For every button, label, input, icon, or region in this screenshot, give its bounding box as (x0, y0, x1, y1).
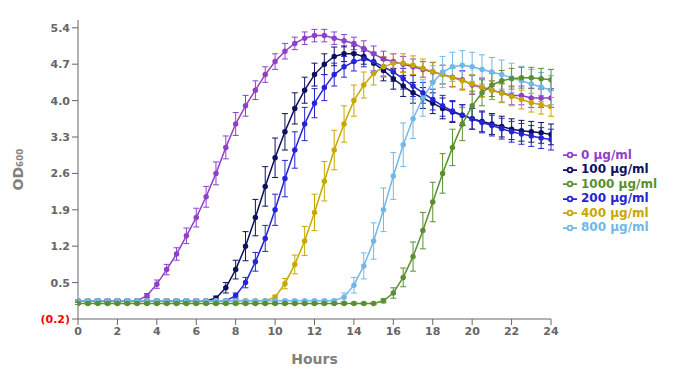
svg-text:10: 10 (267, 325, 283, 338)
svg-text:22: 22 (504, 325, 519, 338)
svg-text:4: 4 (153, 325, 161, 338)
svg-text:Hours: Hours (291, 351, 338, 367)
svg-text:24: 24 (543, 325, 559, 338)
svg-text:(0.2): (0.2) (40, 313, 70, 326)
svg-text:0: 0 (74, 325, 82, 338)
html-text:100 μg/ml: 100 μg/ml (581, 162, 649, 176)
svg-text:0.5: 0.5 (51, 277, 71, 290)
html-text:800 μg/ml: 800 μg/ml (581, 220, 649, 234)
svg-text:2: 2 (114, 325, 122, 338)
svg-text:3.3: 3.3 (51, 131, 71, 144)
svg-text:18: 18 (425, 325, 440, 338)
svg-text:12: 12 (307, 325, 322, 338)
svg-text:4.7: 4.7 (51, 58, 71, 71)
svg-text:6: 6 (192, 325, 200, 338)
html-text:1000 μg/ml: 1000 μg/ml (581, 176, 657, 191)
svg-text:14: 14 (346, 325, 362, 338)
svg-text:2.6: 2.6 (51, 167, 71, 180)
html-text:200 μg/ml: 200 μg/ml (581, 191, 649, 205)
html-text:0 μg/ml: 0 μg/ml (581, 147, 632, 162)
svg-text:8: 8 (232, 325, 240, 338)
svg-text:20: 20 (465, 325, 481, 338)
html-text:400 μg/ml: 400 μg/ml (581, 205, 649, 220)
svg-text:4.0: 4.0 (51, 95, 71, 108)
svg-text:1.9: 1.9 (51, 204, 71, 217)
svg-text:OD₆₀₀: OD₆₀₀ (10, 149, 26, 191)
svg-text:5.4: 5.4 (51, 22, 71, 35)
svg-text:16: 16 (386, 325, 402, 338)
svg-text:1.2: 1.2 (51, 240, 71, 253)
